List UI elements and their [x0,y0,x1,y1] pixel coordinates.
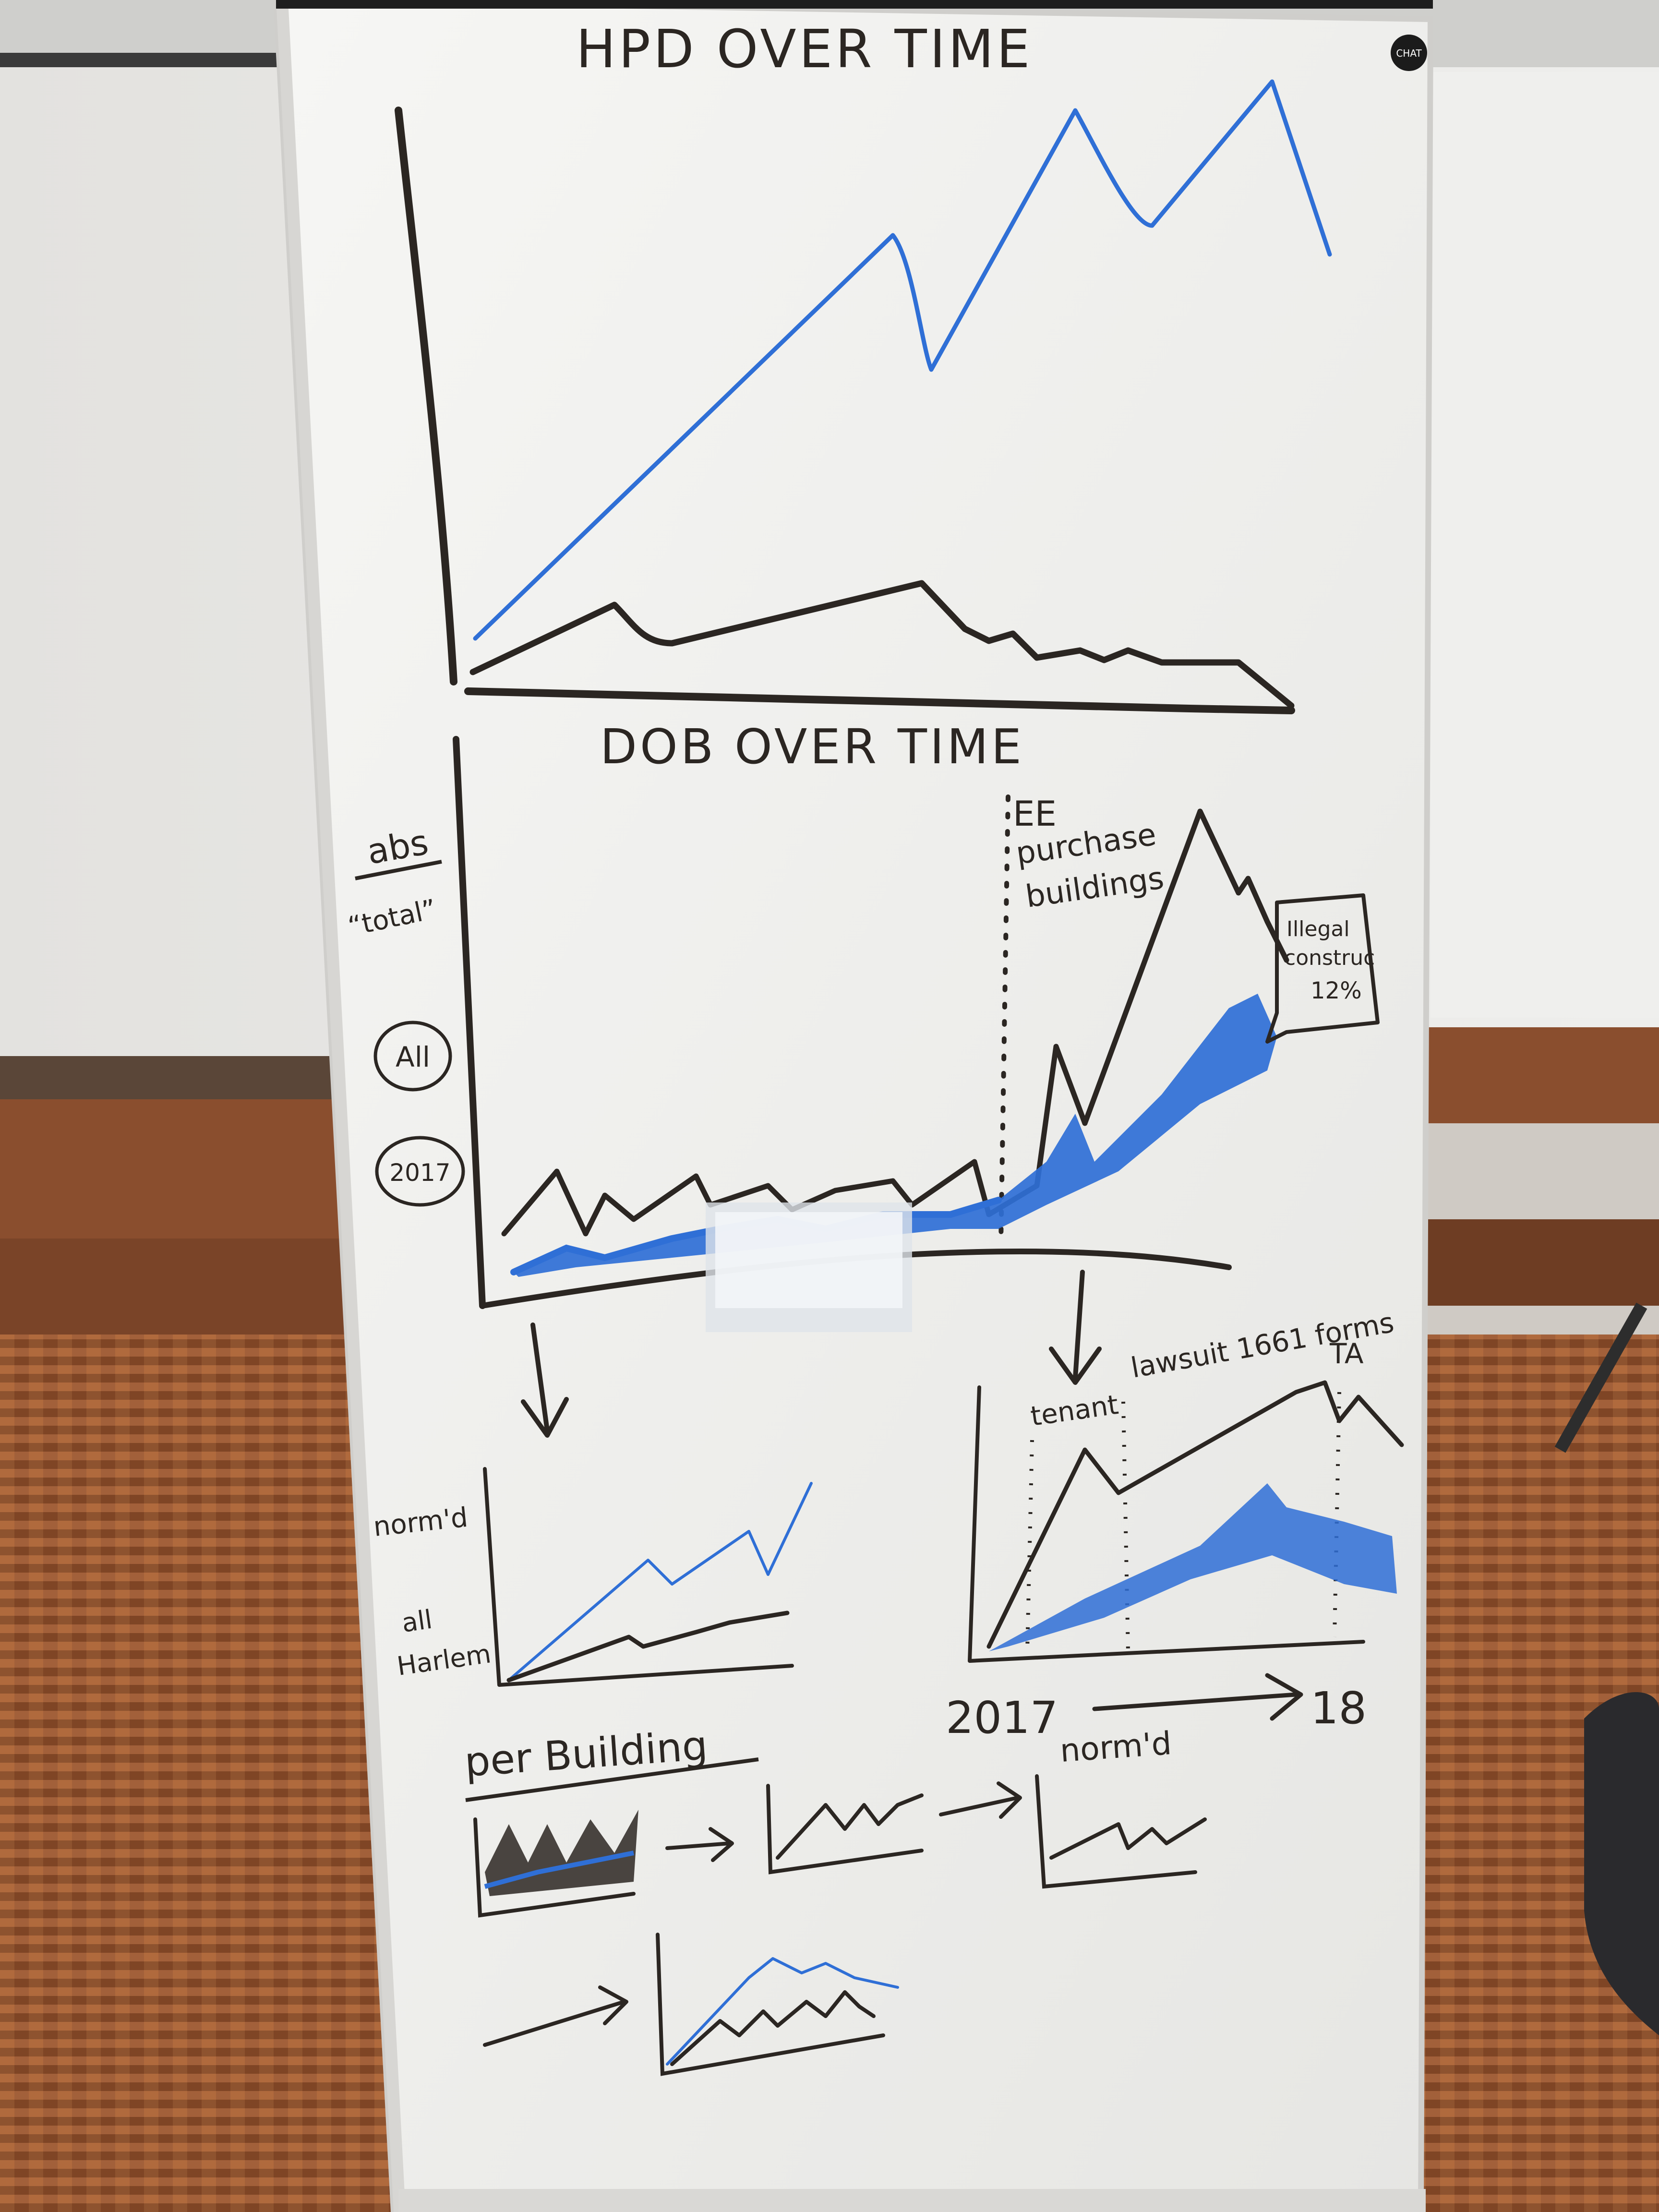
hpd-blue-line [473,79,1332,641]
right-wall [1431,72,1659,1018]
arrow-thumb-1 [665,1827,734,1862]
callout-line-2: construc [1284,946,1375,970]
label-year-circle [375,1136,465,1207]
final-chart-black [670,1990,876,2066]
thumb-3-line [1049,1817,1207,1860]
small-chart-left-axes [483,1467,794,1687]
per-building-underline [465,1757,759,1802]
chat-badge-text: CHAT [1396,48,1422,59]
table-leg [1554,1302,1647,1453]
callout-line-1: Illegal [1286,917,1350,941]
small-chart-left-blue [507,1482,813,1682]
small-chart-right-blue [989,1483,1397,1651]
dob-title: DOB OVER TIME [600,719,1024,775]
arrow-years [1092,1673,1303,1721]
label-normd-bottom: norm'd [1059,1725,1173,1769]
thumb-1-blue [484,1851,634,1889]
thumb-2-axes [766,1784,924,1875]
label-abs-underline [355,860,442,880]
thumb-2-line [776,1793,924,1860]
small-chart-right-black [986,1380,1404,1649]
thumb-3-axes [1035,1774,1197,1889]
bench-left [0,1099,365,1243]
ceiling-beam [0,53,298,67]
label-ta: TA [1329,1337,1364,1370]
bench-left-top [0,1056,346,1099]
arrow-down-left [521,1322,569,1438]
bench-right [1421,1027,1659,1123]
screen-reflection-inner [715,1212,902,1308]
whiteboard-panel [273,0,1434,2212]
arrow-final [483,1985,628,2047]
bench-left-step [0,1238,365,1334]
callout-box [1265,893,1380,1044]
label-year: 2017 [389,1159,450,1187]
table-right [1421,1219,1659,1306]
hpd-x-axis [464,687,1295,714]
label-all: All [396,1041,430,1073]
label-all-circle [373,1021,452,1092]
label-year-start: 2017 [946,1692,1058,1743]
hpd-black-line [469,580,1295,709]
arrow-thumb-2 [939,1781,1022,1819]
whiteboard-left-edge [276,0,406,2212]
hpd-y-axis [395,107,457,685]
final-chart-axes [656,1933,885,2076]
arrow-down-right [1049,1270,1102,1385]
whiteboard-top-frame [276,0,1433,9]
thumb-1-axes [473,1817,636,1918]
dob-black-line [501,808,1289,1237]
label-all-harlem-1: all [400,1604,434,1638]
hpd-title: HPD OVER TIME [576,18,1033,80]
dob-purchase-marker [998,794,1010,1246]
label-year-end: 18 [1310,1683,1367,1734]
final-chart-blue [666,1957,899,2066]
chat-badge [1391,35,1427,71]
chair-dark [1584,1692,1659,2035]
small-chart-left-black [506,1611,790,1683]
annotation-purchase-1: EE [1013,793,1057,834]
board-stand-base [398,2189,1426,2212]
small-chart-right-axes [968,1385,1365,1663]
dob-y-axis [453,736,486,1309]
callout-line-3: 12% [1310,977,1362,1004]
